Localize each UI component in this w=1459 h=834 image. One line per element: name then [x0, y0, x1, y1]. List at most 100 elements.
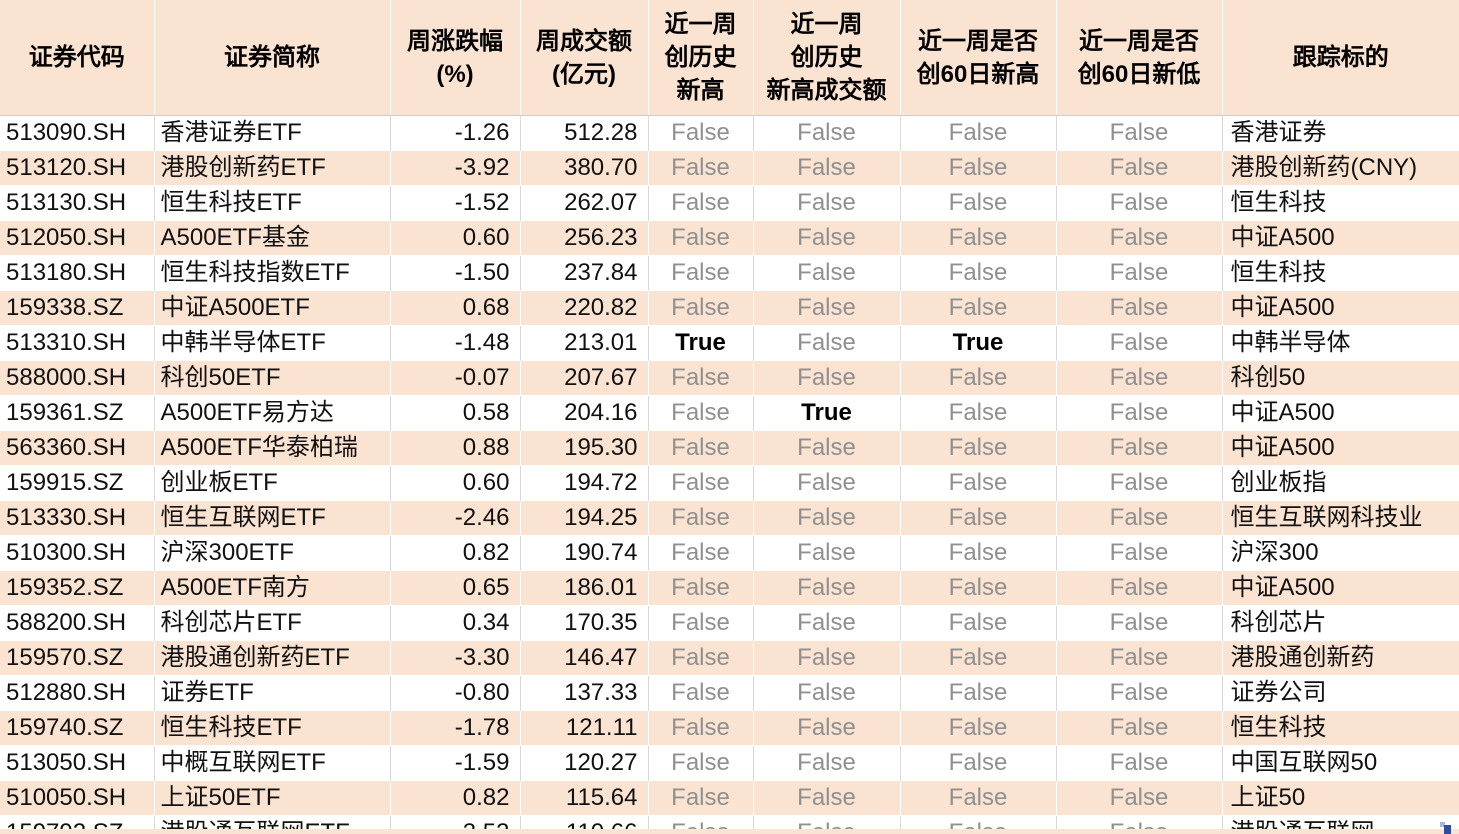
cell-low60: False	[1056, 115, 1223, 151]
cell-low60: False	[1056, 465, 1223, 501]
cell-target: 沪深300	[1222, 535, 1459, 571]
cell-code: 159352.SZ	[0, 570, 155, 606]
cell-hist_high_turnover: False	[753, 500, 901, 536]
cell-turnover: 237.84	[520, 255, 649, 291]
cell-low60: False	[1056, 500, 1223, 536]
table-row: 588000.SH 科创50ETF -0.07 207.67 False False Fal…	[0, 360, 1459, 396]
cell-low60: False	[1056, 325, 1223, 361]
cell-code: 563360.SH	[0, 430, 155, 466]
column-header-change: 周涨跌幅 (%)	[390, 0, 521, 116]
cell-change: 0.60	[390, 220, 521, 256]
cell-low60: False	[1056, 220, 1223, 256]
cell-change: -1.50	[390, 255, 521, 291]
table-row: 512880.SH 证券ETF -0.80 137.33 False False False…	[0, 675, 1459, 711]
cell-code: 513330.SH	[0, 500, 155, 536]
cell-name: 中韩半导体ETF	[154, 325, 391, 361]
cell-high60: False	[900, 745, 1057, 781]
cell-hist_high_turnover: False	[753, 640, 901, 676]
cell-hist_high: False	[648, 150, 754, 186]
cell-name: A500ETF华泰柏瑞	[154, 430, 391, 466]
table-row: 513050.SH 中概互联网ETF -1.59 120.27 False False Fa…	[0, 745, 1459, 781]
cell-code: 513050.SH	[0, 745, 155, 781]
cell-high60: False	[900, 780, 1057, 816]
cell-turnover: 186.01	[520, 570, 649, 606]
cell-name: 创业板ETF	[154, 465, 391, 501]
table-row: 510300.SH 沪深300ETF 0.82 190.74 False False Fal…	[0, 535, 1459, 571]
cell-name: 沪深300ETF	[154, 535, 391, 571]
cell-target: 创业板指	[1222, 465, 1459, 501]
cell-high60: False	[900, 220, 1057, 256]
cell-high60: False	[900, 570, 1057, 606]
cell-name: 证券ETF	[154, 675, 391, 711]
cell-hist_high: False	[648, 430, 754, 466]
step-corner-marker-icon	[1440, 822, 1451, 834]
cell-hist_high: False	[648, 640, 754, 676]
cell-change: -1.48	[390, 325, 521, 361]
cell-hist_high_turnover: False	[753, 745, 901, 781]
cell-turnover: 115.64	[520, 780, 649, 816]
cell-hist_high_turnover: False	[753, 290, 901, 326]
cell-hist_high_turnover: False	[753, 185, 901, 221]
table-row: 513310.SH 中韩半导体ETF -1.48 213.01 True False Tru…	[0, 325, 1459, 361]
cell-target: 科创芯片	[1222, 605, 1459, 641]
cell-change: -3.92	[390, 150, 521, 186]
cell-change: -1.78	[390, 710, 521, 746]
cell-hist_high_turnover: False	[753, 430, 901, 466]
cell-hist_high: False	[648, 220, 754, 256]
cell-high60: True	[900, 325, 1057, 361]
cell-code: 510050.SH	[0, 780, 155, 816]
cell-change: 0.60	[390, 465, 521, 501]
table-row: 159915.SZ 创业板ETF 0.60 194.72 False False False…	[0, 465, 1459, 501]
cell-name: 中概互联网ETF	[154, 745, 391, 781]
cell-low60: False	[1056, 570, 1223, 606]
cell-low60: False	[1056, 150, 1223, 186]
table-row: 159740.SZ 恒生科技ETF -1.78 121.11 False False Fal…	[0, 710, 1459, 746]
table-row: 513130.SH 恒生科技ETF -1.52 262.07 False False Fal…	[0, 185, 1459, 221]
cell-hist_high_turnover: False	[753, 360, 901, 396]
table-row: 513330.SH 恒生互联网ETF -2.46 194.25 False False Fa…	[0, 500, 1459, 536]
etf-table-header: 证券代码 证券简称 周涨跌幅 (%) 周成交额 (亿元) 近一周 创历史 新高 近一周 创…	[0, 0, 1459, 116]
cell-code: 513180.SH	[0, 255, 155, 291]
cell-hist_high_turnover: False	[753, 255, 901, 291]
cell-hist_high: False	[648, 710, 754, 746]
cell-change: -1.59	[390, 745, 521, 781]
column-header-hist_high_turnover: 近一周 创历史 新高成交额	[753, 0, 901, 116]
cell-name: 科创50ETF	[154, 360, 391, 396]
cell-high60: False	[900, 185, 1057, 221]
cell-change: -2.46	[390, 500, 521, 536]
cell-hist_high: False	[648, 255, 754, 291]
cell-code: 159915.SZ	[0, 465, 155, 501]
cell-hist_high: False	[648, 535, 754, 571]
table-row: 159570.SZ 港股通创新药ETF -3.30 146.47 False False F…	[0, 640, 1459, 676]
cell-hist_high_turnover: False	[753, 675, 901, 711]
cell-hist_high: False	[648, 185, 754, 221]
cell-high60: False	[900, 150, 1057, 186]
cell-name: A500ETF南方	[154, 570, 391, 606]
cell-code: 159740.SZ	[0, 710, 155, 746]
cell-hist_high: False	[648, 675, 754, 711]
cell-low60: False	[1056, 185, 1223, 221]
cell-name: 中证A500ETF	[154, 290, 391, 326]
cell-turnover: 194.72	[520, 465, 649, 501]
cell-high60: False	[900, 430, 1057, 466]
header-row: 证券代码 证券简称 周涨跌幅 (%) 周成交额 (亿元) 近一周 创历史 新高 近一周 创…	[0, 0, 1459, 116]
cell-target: 中证A500	[1222, 220, 1459, 256]
cell-code: 159338.SZ	[0, 290, 155, 326]
cell-code: 588200.SH	[0, 605, 155, 641]
cell-name: 港股通创新药ETF	[154, 640, 391, 676]
etf-table-body: 513090.SH 香港证券ETF -1.26 512.28 False False Fal…	[0, 115, 1459, 834]
cell-hist_high_turnover: False	[753, 535, 901, 571]
cell-high60: False	[900, 535, 1057, 571]
cell-hist_high: False	[648, 360, 754, 396]
cell-turnover: 190.74	[520, 535, 649, 571]
cell-hist_high_turnover: False	[753, 115, 901, 151]
cell-target: 港股通创新药	[1222, 640, 1459, 676]
cell-name: A500ETF易方达	[154, 395, 391, 431]
cell-turnover: 220.82	[520, 290, 649, 326]
cell-name: 恒生科技ETF	[154, 710, 391, 746]
cell-high60: False	[900, 710, 1057, 746]
cell-code: 510300.SH	[0, 535, 155, 571]
cell-low60: False	[1056, 640, 1223, 676]
table-row: 510050.SH 上证50ETF 0.82 115.64 False False Fals…	[0, 780, 1459, 816]
cell-high60: False	[900, 465, 1057, 501]
